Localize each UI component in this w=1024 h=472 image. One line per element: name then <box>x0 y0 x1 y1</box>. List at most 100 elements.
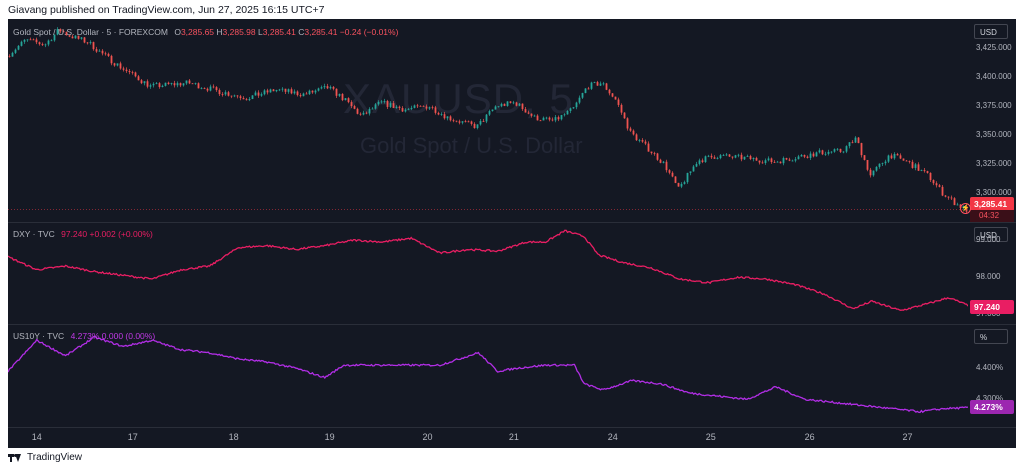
chart-area[interactable]: XAUUSD, 5 Gold Spot / U.S. Dollar Gold S… <box>8 19 1016 448</box>
candle-body <box>800 155 803 157</box>
us10y-pane[interactable] <box>8 325 968 427</box>
candle-body <box>878 163 881 167</box>
candle-body <box>185 80 188 84</box>
candle-body <box>620 104 623 113</box>
candle-body <box>485 114 488 122</box>
candle-body <box>698 160 701 164</box>
gold-tick-label: 3,300.000 <box>976 187 1012 197</box>
us10y-change: 0.000 (0.00%) <box>101 331 156 341</box>
candle-body <box>797 156 800 160</box>
candle-body <box>242 98 245 100</box>
candle-body <box>278 89 281 91</box>
candle-body <box>170 83 173 85</box>
candle-body <box>248 98 251 101</box>
dxy-unit-button[interactable]: USD <box>974 227 1008 242</box>
candle-body <box>653 153 656 154</box>
candle-body <box>833 149 836 152</box>
dxy-title[interactable]: DXY · TVC <box>13 229 55 239</box>
candle-body <box>716 158 719 159</box>
candle-body <box>818 150 821 153</box>
candle-body <box>776 161 779 163</box>
candle-body <box>65 32 68 36</box>
candle-body <box>206 88 209 91</box>
candle-body <box>416 105 419 107</box>
candle-body <box>68 35 71 37</box>
candle-body <box>464 121 467 123</box>
dxy-line-chart <box>8 229 968 311</box>
candle-body <box>167 82 170 85</box>
candle-body <box>500 103 503 107</box>
candle-body <box>728 154 731 157</box>
candle-body <box>731 156 734 158</box>
us10y-unit-button[interactable]: % <box>974 329 1008 344</box>
candle-body <box>887 155 890 162</box>
us10y-series-line <box>8 335 968 414</box>
candle-body <box>506 101 509 106</box>
candle-body <box>293 91 296 94</box>
candle-body <box>629 128 632 131</box>
candle-body <box>467 121 470 123</box>
candle-body <box>47 40 50 45</box>
candle-body <box>434 107 437 113</box>
dxy-value: 97.240 <box>61 229 88 239</box>
candle-body <box>932 180 935 184</box>
candle-body <box>857 137 860 144</box>
candle-body <box>323 86 326 88</box>
candle-body <box>638 140 641 141</box>
time-axis-label: 21 <box>508 432 519 442</box>
dxy-pane[interactable] <box>8 223 968 324</box>
candle-body <box>56 29 59 35</box>
candle-body <box>392 103 395 108</box>
gold-high: 3,285.98 <box>222 27 256 37</box>
candle-body <box>308 90 311 95</box>
gold-h-label: H <box>216 27 223 37</box>
candle-body <box>176 83 179 86</box>
us10y-title[interactable]: US10Y · TVC <box>13 331 65 341</box>
candle-body <box>695 163 698 167</box>
alert-clock-icon[interactable]: ⚡ <box>960 203 971 214</box>
gold-change: −0.24 (−0.01%) <box>339 27 399 37</box>
time-axis[interactable]: 14 17 18 19 20 21 24 25 26 27 <box>8 427 968 448</box>
candle-body <box>956 204 959 206</box>
candle-body <box>470 121 473 124</box>
candle-body <box>197 83 200 89</box>
candle-body <box>773 162 776 163</box>
gold-price-axis[interactable] <box>968 19 1016 222</box>
candle-body <box>950 197 953 199</box>
candle-body <box>443 114 446 119</box>
gold-pane[interactable] <box>8 19 968 222</box>
gold-unit-button[interactable]: USD <box>974 24 1008 39</box>
candle-body <box>29 39 32 41</box>
gold-title[interactable]: Gold Spot / U.S. Dollar · 5 · FOREXCOM <box>13 27 168 37</box>
candle-body <box>668 170 671 173</box>
pane-separator[interactable] <box>8 222 1016 223</box>
pane-separator[interactable] <box>8 324 1016 325</box>
candle-body <box>449 116 452 121</box>
candle-body <box>425 106 428 109</box>
candle-body <box>191 83 194 85</box>
candle-body <box>422 105 425 107</box>
candle-body <box>551 119 554 121</box>
candle-body <box>839 148 842 152</box>
candle-body <box>701 160 704 163</box>
time-axis-label: 17 <box>127 432 138 442</box>
candle-body <box>446 116 449 119</box>
time-axis-label: 20 <box>422 432 433 442</box>
candle-body <box>122 68 125 70</box>
candle-body <box>521 103 524 110</box>
candle-body <box>614 96 617 100</box>
candle-body <box>395 106 398 108</box>
candle-body <box>875 166 878 171</box>
gold-bar-countdown: 04:32 <box>970 210 1014 222</box>
candle-body <box>692 166 695 172</box>
candle-body <box>572 107 575 109</box>
candle-body <box>488 111 491 115</box>
candle-body <box>590 82 593 89</box>
candle-body <box>290 89 293 94</box>
candle-body <box>890 155 893 159</box>
candle-body <box>200 88 203 89</box>
candle-body <box>161 85 164 87</box>
tradingview-logo-icon <box>8 453 22 463</box>
candle-body <box>455 120 458 122</box>
us10y-line-chart <box>8 335 968 414</box>
